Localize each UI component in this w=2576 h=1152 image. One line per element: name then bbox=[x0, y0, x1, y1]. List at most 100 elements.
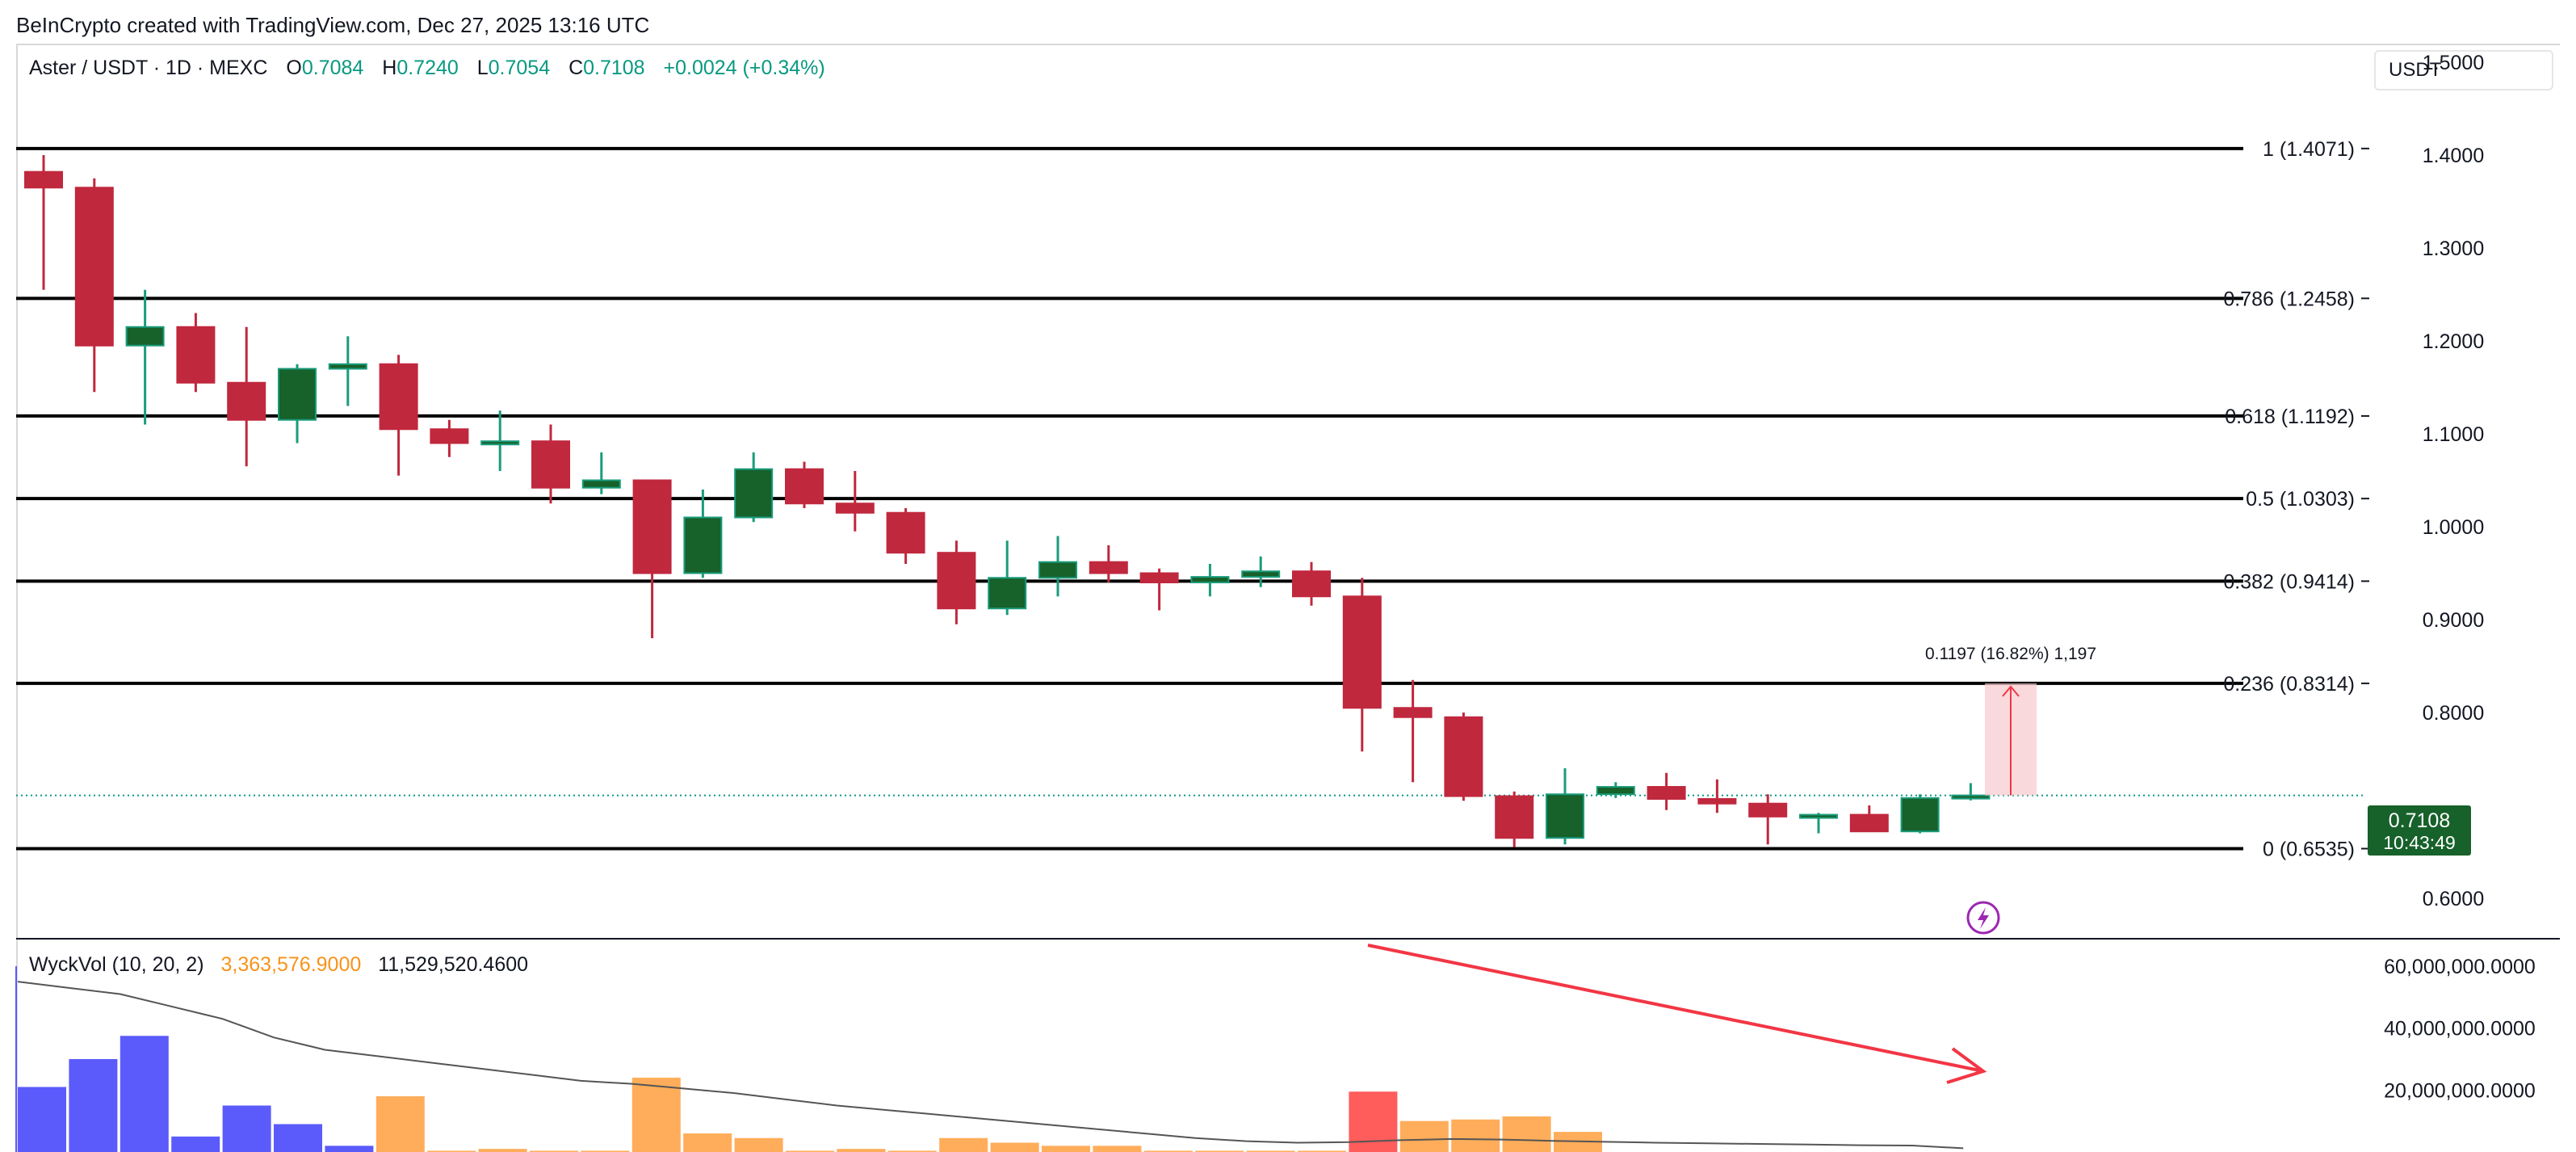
volume-bar[interactable] bbox=[837, 1149, 886, 1152]
candle[interactable] bbox=[734, 452, 774, 523]
volume-bar[interactable] bbox=[427, 1150, 476, 1152]
fib-label: 0.5 (1.0303) bbox=[2246, 488, 2355, 511]
candle[interactable] bbox=[1444, 713, 1483, 801]
candle[interactable] bbox=[480, 410, 520, 471]
candle[interactable] bbox=[1241, 556, 1281, 587]
volume-bar[interactable] bbox=[683, 1133, 732, 1152]
fib-label: 0.382 (0.9414) bbox=[2223, 570, 2355, 593]
volume-bar[interactable] bbox=[69, 1059, 118, 1152]
candle-body bbox=[1748, 802, 1788, 818]
volume-bar[interactable] bbox=[18, 1087, 66, 1152]
candle-body bbox=[683, 516, 723, 574]
candle[interactable] bbox=[1342, 578, 1382, 752]
candle-body bbox=[1495, 795, 1534, 839]
volume-bar[interactable] bbox=[1502, 1116, 1551, 1152]
candle[interactable] bbox=[1495, 791, 1534, 847]
chart-frame bbox=[16, 44, 2560, 1152]
symbol-title[interactable]: Aster / USDT · 1D · MEXC bbox=[29, 57, 268, 79]
volume-bar[interactable] bbox=[990, 1142, 1039, 1152]
lightning-icon[interactable] bbox=[1966, 901, 2000, 935]
volume-bar[interactable] bbox=[1195, 1150, 1244, 1152]
volume-bar[interactable] bbox=[274, 1124, 322, 1152]
candle[interactable] bbox=[328, 336, 367, 406]
candle[interactable] bbox=[1748, 794, 1788, 845]
volume-bar[interactable] bbox=[1143, 1150, 1193, 1152]
volume-bar[interactable] bbox=[1399, 1120, 1449, 1152]
candle[interactable] bbox=[1038, 536, 1077, 597]
candle[interactable] bbox=[886, 508, 925, 564]
price-tick-label: 0.6000 bbox=[2423, 888, 2484, 910]
candle-body bbox=[1292, 570, 1331, 598]
candle[interactable] bbox=[1951, 783, 1991, 801]
candle[interactable] bbox=[430, 419, 469, 457]
candle-body bbox=[227, 381, 266, 421]
candle[interactable] bbox=[683, 490, 723, 578]
price-tick-label: 1.1000 bbox=[2423, 423, 2484, 446]
candle[interactable] bbox=[937, 540, 976, 624]
candle[interactable] bbox=[1393, 679, 1433, 783]
volume-bar[interactable] bbox=[1042, 1146, 1090, 1152]
fib-label: 0.236 (0.8314) bbox=[2223, 673, 2355, 696]
candle[interactable] bbox=[1089, 545, 1128, 582]
volume-bar[interactable] bbox=[375, 1096, 425, 1152]
close-value: 0.7108 bbox=[583, 57, 645, 79]
price-tick-label: 1.2000 bbox=[2423, 330, 2484, 353]
candle[interactable] bbox=[24, 155, 63, 290]
volume-bar[interactable] bbox=[631, 1078, 681, 1152]
candle[interactable] bbox=[379, 355, 418, 476]
candle[interactable] bbox=[1647, 772, 1686, 810]
candle[interactable] bbox=[531, 424, 570, 504]
volume-bar[interactable] bbox=[478, 1149, 527, 1152]
volume-bar[interactable] bbox=[887, 1150, 937, 1152]
candle-body bbox=[1900, 797, 1940, 833]
candle[interactable] bbox=[1697, 779, 1737, 814]
candle[interactable] bbox=[1596, 782, 1635, 798]
candle[interactable] bbox=[227, 326, 266, 467]
volume-bar[interactable] bbox=[1246, 1150, 1295, 1152]
volume-bar[interactable] bbox=[939, 1137, 988, 1152]
candle[interactable] bbox=[1849, 805, 1889, 833]
volume-tick-label: 20,000,000.0000 bbox=[2384, 1079, 2536, 1102]
volume-bar[interactable] bbox=[1349, 1091, 1398, 1152]
open-label: O bbox=[286, 57, 302, 79]
candle[interactable] bbox=[1799, 813, 1838, 834]
candle-body bbox=[1393, 707, 1433, 718]
volume-bar[interactable] bbox=[581, 1150, 630, 1152]
candle[interactable] bbox=[125, 289, 165, 425]
volume-bar[interactable] bbox=[222, 1105, 271, 1152]
candle-body bbox=[1342, 595, 1382, 709]
volume-tick-label: 60,000,000.0000 bbox=[2384, 956, 2536, 978]
fib-label: 0.618 (1.1192) bbox=[2225, 406, 2355, 428]
candle[interactable] bbox=[988, 540, 1027, 616]
volume-bar[interactable] bbox=[1298, 1150, 1346, 1152]
volume-bar[interactable] bbox=[530, 1150, 578, 1152]
candle[interactable] bbox=[278, 364, 317, 444]
volume-indicator-name[interactable]: WyckVol (10, 20, 2) bbox=[29, 953, 204, 976]
volume-bar[interactable] bbox=[171, 1136, 220, 1152]
candle-body bbox=[1546, 793, 1584, 839]
trend-arrowhead bbox=[1946, 1047, 1987, 1084]
candle[interactable] bbox=[1139, 568, 1179, 611]
trend-arrow[interactable] bbox=[1367, 944, 1984, 1073]
candle[interactable] bbox=[632, 479, 672, 639]
currency-button[interactable]: USDT bbox=[2374, 50, 2553, 90]
candle[interactable] bbox=[1900, 794, 1940, 834]
candle[interactable] bbox=[835, 471, 875, 532]
volume-bar[interactable] bbox=[786, 1150, 834, 1152]
candle-body bbox=[734, 468, 774, 519]
volume-bar[interactable] bbox=[1451, 1119, 1500, 1152]
candle[interactable] bbox=[74, 178, 114, 393]
volume-bar[interactable] bbox=[120, 1036, 169, 1152]
candle[interactable] bbox=[1190, 564, 1230, 597]
volume-bar[interactable] bbox=[1093, 1146, 1142, 1152]
candle[interactable] bbox=[581, 452, 621, 494]
candle-body bbox=[480, 440, 520, 446]
candle[interactable] bbox=[1546, 768, 1584, 845]
candle[interactable] bbox=[1292, 561, 1331, 606]
volume-bar[interactable] bbox=[325, 1146, 374, 1152]
candle-body bbox=[1190, 576, 1230, 583]
candle[interactable] bbox=[785, 461, 824, 509]
volume-bar[interactable] bbox=[734, 1137, 783, 1152]
candle[interactable] bbox=[176, 313, 216, 393]
